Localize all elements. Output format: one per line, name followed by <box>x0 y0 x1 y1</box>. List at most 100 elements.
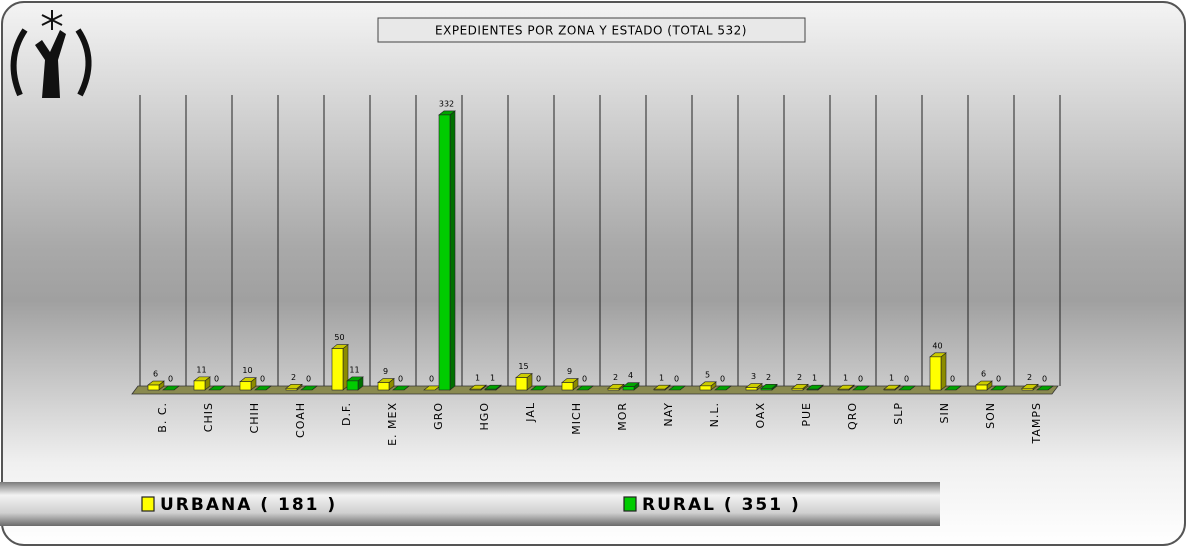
x-tick-label: B. C. <box>156 402 169 433</box>
value-label: 1 <box>812 374 817 383</box>
value-label: 0 <box>1042 375 1047 384</box>
bar-top <box>530 385 548 391</box>
x-tick-label: SLP <box>892 402 905 425</box>
floor <box>131 385 1059 395</box>
bar <box>331 348 344 391</box>
value-label: 0 <box>168 375 173 384</box>
bar <box>653 388 666 391</box>
value-label: 0 <box>214 375 219 384</box>
bar-top <box>714 385 732 391</box>
x-tick-label: D.F. <box>340 402 353 426</box>
value-label: 9 <box>383 367 388 376</box>
value-label: 2 <box>797 373 802 382</box>
value-label: 0 <box>904 375 909 384</box>
bar <box>791 388 804 391</box>
bar <box>806 388 819 391</box>
value-label: 3 <box>751 372 756 381</box>
x-tick-label: OAX <box>754 402 767 429</box>
bar <box>607 388 620 391</box>
value-label: 0 <box>674 375 679 384</box>
bar <box>837 388 850 391</box>
x-tick-label: MOR <box>616 402 629 431</box>
x-tick-label: MICH <box>570 402 583 435</box>
x-tick-label: GRO <box>432 402 445 430</box>
value-label: 0 <box>429 375 434 384</box>
value-label: 11 <box>349 365 359 374</box>
value-label: 0 <box>582 375 587 384</box>
legend-label: URBANA ( 181 ) <box>160 495 337 515</box>
x-tick-label: SIN <box>938 402 951 423</box>
value-label: 0 <box>720 375 725 384</box>
bar <box>285 388 298 391</box>
value-label: 2 <box>1027 373 1032 382</box>
legend-swatch <box>623 496 637 512</box>
x-tick-label: HGO <box>478 402 491 430</box>
bar <box>484 388 497 391</box>
bar <box>346 380 359 391</box>
value-label: 1 <box>490 374 495 383</box>
value-label: 1 <box>889 374 894 383</box>
value-label: 6 <box>981 370 986 379</box>
value-label: 9 <box>567 367 572 376</box>
bar-top <box>1036 385 1054 391</box>
value-label: 5 <box>705 370 710 379</box>
bar <box>745 387 758 391</box>
bar-top <box>852 385 870 391</box>
x-tick-label: COAH <box>294 402 307 438</box>
value-label: 0 <box>536 375 541 384</box>
value-label: 2 <box>766 373 771 382</box>
x-tick-label: E. MEX <box>386 402 399 446</box>
bar <box>469 388 482 391</box>
bar-top <box>254 385 272 391</box>
bar-top <box>300 385 318 391</box>
value-label: 0 <box>858 375 863 384</box>
x-tick-label: N.L. <box>708 402 721 427</box>
bar-top <box>576 385 594 391</box>
x-tick-label: CHIS <box>202 402 215 432</box>
x-tick-label: SON <box>984 402 997 429</box>
title-box <box>377 17 806 43</box>
bar-top <box>898 385 916 391</box>
bar-side <box>449 110 456 391</box>
legend-band <box>0 482 940 526</box>
legend-label: RURAL ( 351 ) <box>642 495 801 515</box>
chart-title: EXPEDIENTES POR ZONA Y ESTADO (TOTAL 532… <box>435 24 747 38</box>
value-label: 15 <box>518 362 528 371</box>
value-label: 0 <box>306 375 311 384</box>
x-tick-label: TAMPS <box>1030 402 1043 445</box>
x-tick-label: NAY <box>662 402 675 427</box>
bar-top <box>208 385 226 391</box>
value-label: 332 <box>439 99 454 108</box>
value-label: 1 <box>659 374 664 383</box>
value-label: 0 <box>260 375 265 384</box>
bar-top <box>162 385 180 391</box>
bar <box>975 384 988 391</box>
value-label: 10 <box>242 366 252 375</box>
bar <box>377 382 390 391</box>
bar-top <box>392 385 410 391</box>
x-tick-label: CHIH <box>248 402 261 433</box>
value-label: 0 <box>950 375 955 384</box>
bar <box>438 114 451 391</box>
x-tick-label: QRO <box>846 402 859 430</box>
value-label: 1 <box>843 374 848 383</box>
bar <box>147 384 160 391</box>
value-label: 2 <box>613 373 618 382</box>
value-label: 11 <box>196 365 206 374</box>
bar <box>515 377 528 391</box>
value-label: 50 <box>334 333 344 342</box>
value-label: 6 <box>153 370 158 379</box>
value-label: 1 <box>475 374 480 383</box>
value-label: 0 <box>398 375 403 384</box>
bar <box>929 356 942 391</box>
bar <box>883 388 896 391</box>
bar-top <box>990 385 1008 391</box>
value-label: 2 <box>291 373 296 382</box>
value-label: 4 <box>628 371 633 380</box>
bar <box>1021 388 1034 391</box>
bar-top <box>668 385 686 391</box>
x-tick-label: JAL <box>524 402 537 423</box>
